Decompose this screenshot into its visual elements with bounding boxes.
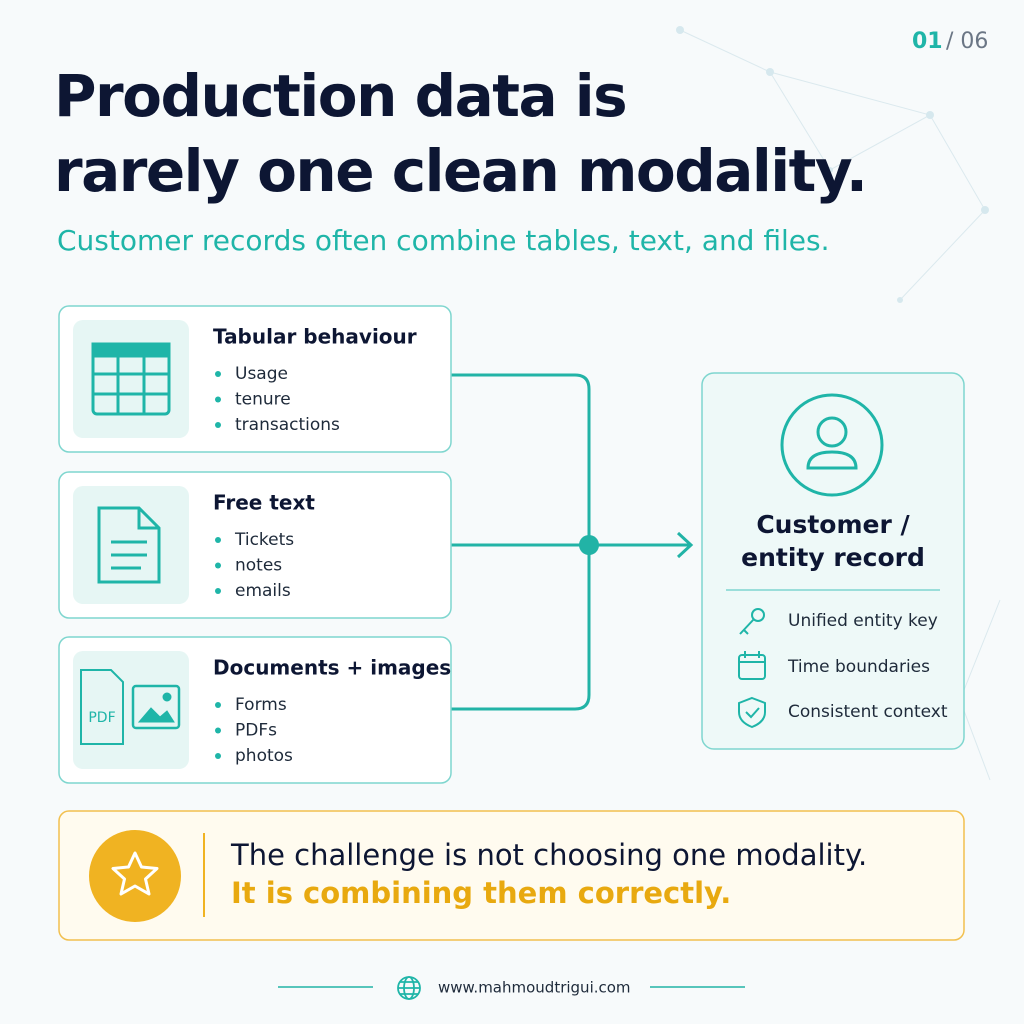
globe-icon	[397, 976, 421, 1000]
source-item: emails	[235, 581, 291, 601]
title-line: Production data is	[54, 62, 626, 130]
source-title: Free text	[213, 491, 315, 515]
person-icon	[780, 393, 884, 497]
callout-line: The challenge is not choosing one modali…	[230, 838, 867, 872]
source-item: notes	[235, 556, 282, 576]
feature: Unified entity key	[788, 611, 938, 631]
source-item: tenure	[235, 390, 291, 410]
icon-box	[73, 651, 189, 769]
bullet	[215, 702, 221, 708]
callout-box	[58, 810, 965, 941]
star-badge	[89, 830, 181, 922]
source-cards: Tabular behaviour Usage tenure transactions…	[58, 305, 452, 784]
subtitle: Customer records often combine tables, t…	[57, 224, 830, 257]
icon-box	[73, 486, 189, 604]
bullet	[215, 422, 221, 428]
bullet	[215, 396, 221, 403]
target-card	[701, 372, 965, 750]
image-icon	[131, 684, 181, 730]
footer-url[interactable]: www.mahmoudtrigui.com	[438, 979, 631, 997]
star-icon	[111, 851, 159, 896]
bullet	[215, 727, 221, 734]
table-header	[91, 342, 171, 358]
icon-box	[73, 320, 189, 438]
source-icon	[97, 506, 161, 584]
feature-icons	[738, 608, 766, 729]
document-icon	[97, 506, 161, 584]
source-item: Forms	[235, 695, 287, 715]
bullet	[215, 537, 221, 543]
bullet	[215, 753, 221, 759]
image-mountain	[137, 707, 175, 723]
bullet	[215, 562, 221, 569]
table-grid	[93, 356, 169, 414]
feature: Consistent context	[788, 702, 948, 722]
source-item: Tickets	[234, 530, 294, 550]
source-item: PDFs	[235, 721, 277, 741]
source-icon	[80, 669, 181, 745]
source-item: Usage	[235, 364, 288, 384]
pdf-label: PDF	[88, 710, 115, 726]
target-title: Customer /	[756, 510, 910, 539]
callout-line: It is combining them correctly.	[231, 876, 731, 910]
image-sun	[162, 692, 172, 702]
source-title: Tabular behaviour	[213, 325, 417, 349]
network-dots	[676, 26, 989, 303]
source-icon	[91, 342, 171, 416]
bullet	[215, 588, 221, 594]
page-total: / 06	[946, 29, 988, 54]
pdf-icon	[80, 669, 124, 745]
junction	[579, 535, 599, 555]
target-title: entity record	[741, 543, 925, 572]
source-item: transactions	[235, 415, 340, 435]
source-item: photos	[235, 746, 293, 766]
bullet	[215, 371, 221, 377]
title-line: rarely one clean modality.	[54, 137, 866, 205]
source-title: Documents + images	[213, 656, 451, 680]
feature: Time boundaries	[787, 657, 930, 677]
page-current: 01	[912, 29, 943, 54]
